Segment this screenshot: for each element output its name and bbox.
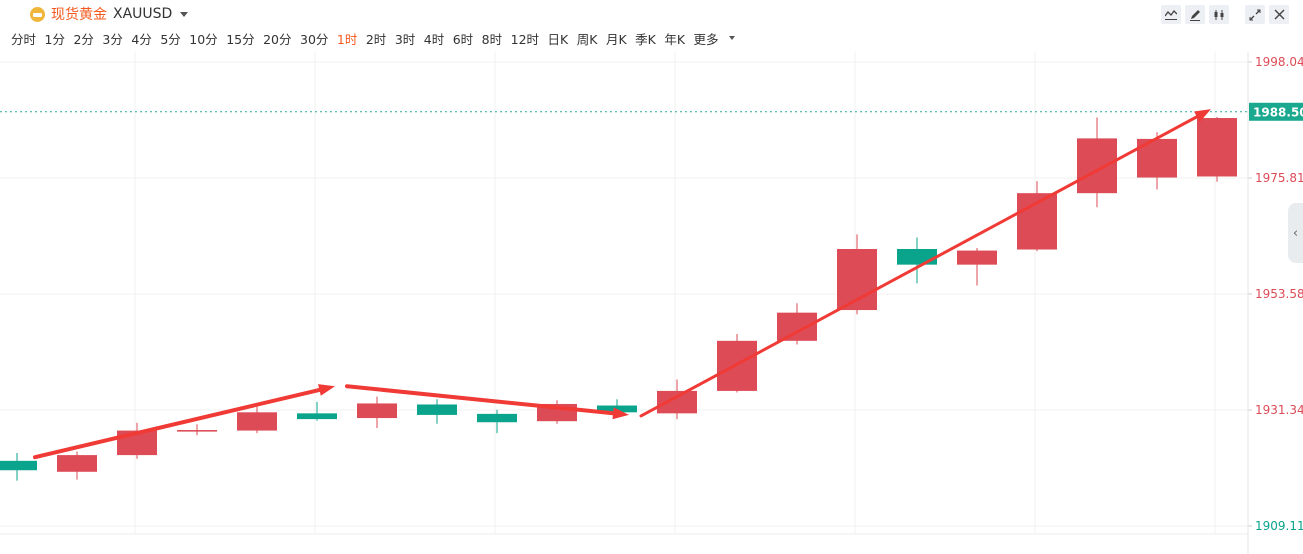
- sidebar-toggle[interactable]: ‹: [1288, 203, 1303, 263]
- candle-body: [237, 412, 277, 431]
- period-tab[interactable]: 8时: [481, 32, 503, 47]
- candle-body: [177, 430, 217, 432]
- candle-body: [1197, 118, 1237, 177]
- line-chart-icon[interactable]: [1161, 5, 1181, 24]
- period-tab[interactable]: 分时: [11, 32, 37, 47]
- chevron-left-icon: ‹: [1292, 225, 1299, 241]
- period-tab[interactable]: 年K: [664, 32, 686, 47]
- candle-body: [477, 413, 517, 423]
- period-tab[interactable]: 1分: [44, 32, 65, 47]
- candle-body: [957, 250, 997, 265]
- candle-body: [777, 312, 817, 341]
- candle-body: [357, 403, 397, 419]
- period-tab[interactable]: 15分: [226, 32, 255, 47]
- trend-arrow-line: [33, 387, 322, 460]
- period-tab[interactable]: 季K: [635, 32, 656, 47]
- price-axis-label: 1975.81: [1255, 171, 1303, 185]
- symbol-name: 现货黄金: [51, 7, 107, 23]
- candle-body: [417, 404, 457, 415]
- period-tab[interactable]: 4时: [423, 32, 445, 47]
- price-axis-label: 1953.58: [1255, 287, 1303, 301]
- trend-arrow-head: [318, 384, 335, 396]
- price-axis-label: 1931.34: [1255, 403, 1303, 417]
- fullscreen-icon[interactable]: [1245, 5, 1265, 24]
- candle-body: [297, 413, 337, 420]
- toolbar: [1161, 5, 1289, 24]
- candle-body: [597, 405, 637, 413]
- period-tab[interactable]: 4分: [131, 32, 152, 47]
- period-tab[interactable]: 1时: [336, 32, 358, 47]
- close-icon[interactable]: [1269, 5, 1289, 24]
- period-tab[interactable]: 12时: [510, 32, 540, 47]
- more-periods-label: 更多: [693, 31, 719, 47]
- more-periods-button[interactable]: 更多: [694, 29, 736, 47]
- period-tab[interactable]: 30分: [300, 32, 329, 47]
- gold-coin-icon: [30, 6, 45, 22]
- current-price-label: 1988.50: [1253, 105, 1303, 119]
- period-tab[interactable]: 日K: [547, 32, 569, 47]
- candle-body: [657, 390, 697, 414]
- period-tab[interactable]: 6时: [452, 32, 474, 47]
- period-tab[interactable]: 3分: [102, 32, 123, 47]
- candle-body: [897, 248, 937, 265]
- period-tab[interactable]: 20分: [263, 32, 292, 47]
- candlestick-chart: 1998.04 1975.81 1953.58 1931.34 1909.11 1988.…: [0, 52, 1303, 554]
- trend-arrow-line: [345, 384, 616, 416]
- price-axis-label: 1909.11: [1255, 519, 1303, 533]
- period-tab[interactable]: 5分: [160, 32, 181, 47]
- period-tab[interactable]: 月K: [605, 32, 627, 47]
- trend-arrow-head: [1194, 109, 1211, 123]
- chevron-down-icon: [729, 36, 736, 40]
- period-tab[interactable]: 10分: [189, 32, 218, 47]
- current-price-tag: [1249, 102, 1303, 121]
- candle-body: [57, 455, 97, 472]
- symbol-selector[interactable]: 现货黄金 XAUUSD: [30, 3, 189, 25]
- symbol-code: XAUUSD: [113, 6, 173, 22]
- candle-body: [0, 460, 37, 471]
- chart-header: 现货黄金 XAUUSD: [0, 0, 1303, 28]
- period-tabs: 分时 1分 2分 3分 4分 5分 10分 15分 20分 30分 1时 2时 3时 4时 6时 8时 12时日…: [11, 29, 744, 47]
- candlestick-icon[interactable]: [1209, 5, 1229, 24]
- period-tab[interactable]: 周K: [576, 32, 598, 47]
- period-tab[interactable]: 2分: [73, 32, 94, 47]
- draw-pen-icon[interactable]: [1185, 5, 1205, 24]
- period-tab[interactable]: 2时: [365, 32, 387, 47]
- trend-arrow-head: [612, 407, 629, 420]
- trend-arrow-line: [639, 115, 1199, 418]
- candle-body: [1077, 138, 1117, 194]
- period-tab[interactable]: 3时: [394, 32, 416, 47]
- chevron-down-icon: [180, 11, 189, 17]
- price-axis-label: 1998.04: [1255, 55, 1303, 69]
